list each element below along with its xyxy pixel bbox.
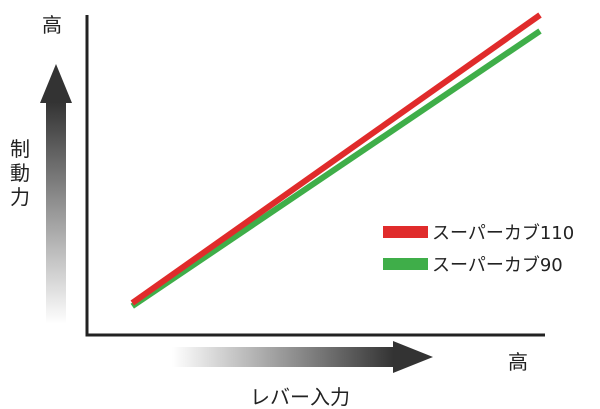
y-high-label: 高 <box>42 13 62 37</box>
legend-swatch-1 <box>383 226 428 238</box>
series-line-1 <box>130 12 542 306</box>
x-direction-arrow <box>172 341 433 373</box>
y-axis-label-char: 制 <box>10 137 30 161</box>
y-axis-label: 制動力 <box>10 137 30 209</box>
series-line-2 <box>130 28 542 309</box>
series-group <box>130 12 542 309</box>
x-axis-label: レバー入力 <box>250 385 350 409</box>
legend-label-2: スーパーカブ90 <box>432 254 563 276</box>
x-high-label: 高 <box>508 350 528 374</box>
y-axis-label-char: 動 <box>10 161 30 185</box>
legend-swatch-2 <box>383 258 428 270</box>
legend-label-1: スーパーカブ110 <box>432 222 574 244</box>
legend: スーパーカブ110 スーパーカブ90 <box>383 222 574 276</box>
y-direction-arrow <box>40 64 72 324</box>
y-axis-label-char: 力 <box>10 185 30 209</box>
